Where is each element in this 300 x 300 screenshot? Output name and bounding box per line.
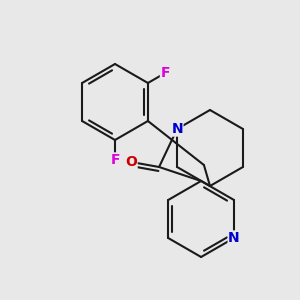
Text: N: N <box>228 231 240 245</box>
Text: N: N <box>171 122 183 136</box>
Text: F: F <box>110 153 120 167</box>
Text: O: O <box>125 155 137 169</box>
Text: F: F <box>160 66 170 80</box>
